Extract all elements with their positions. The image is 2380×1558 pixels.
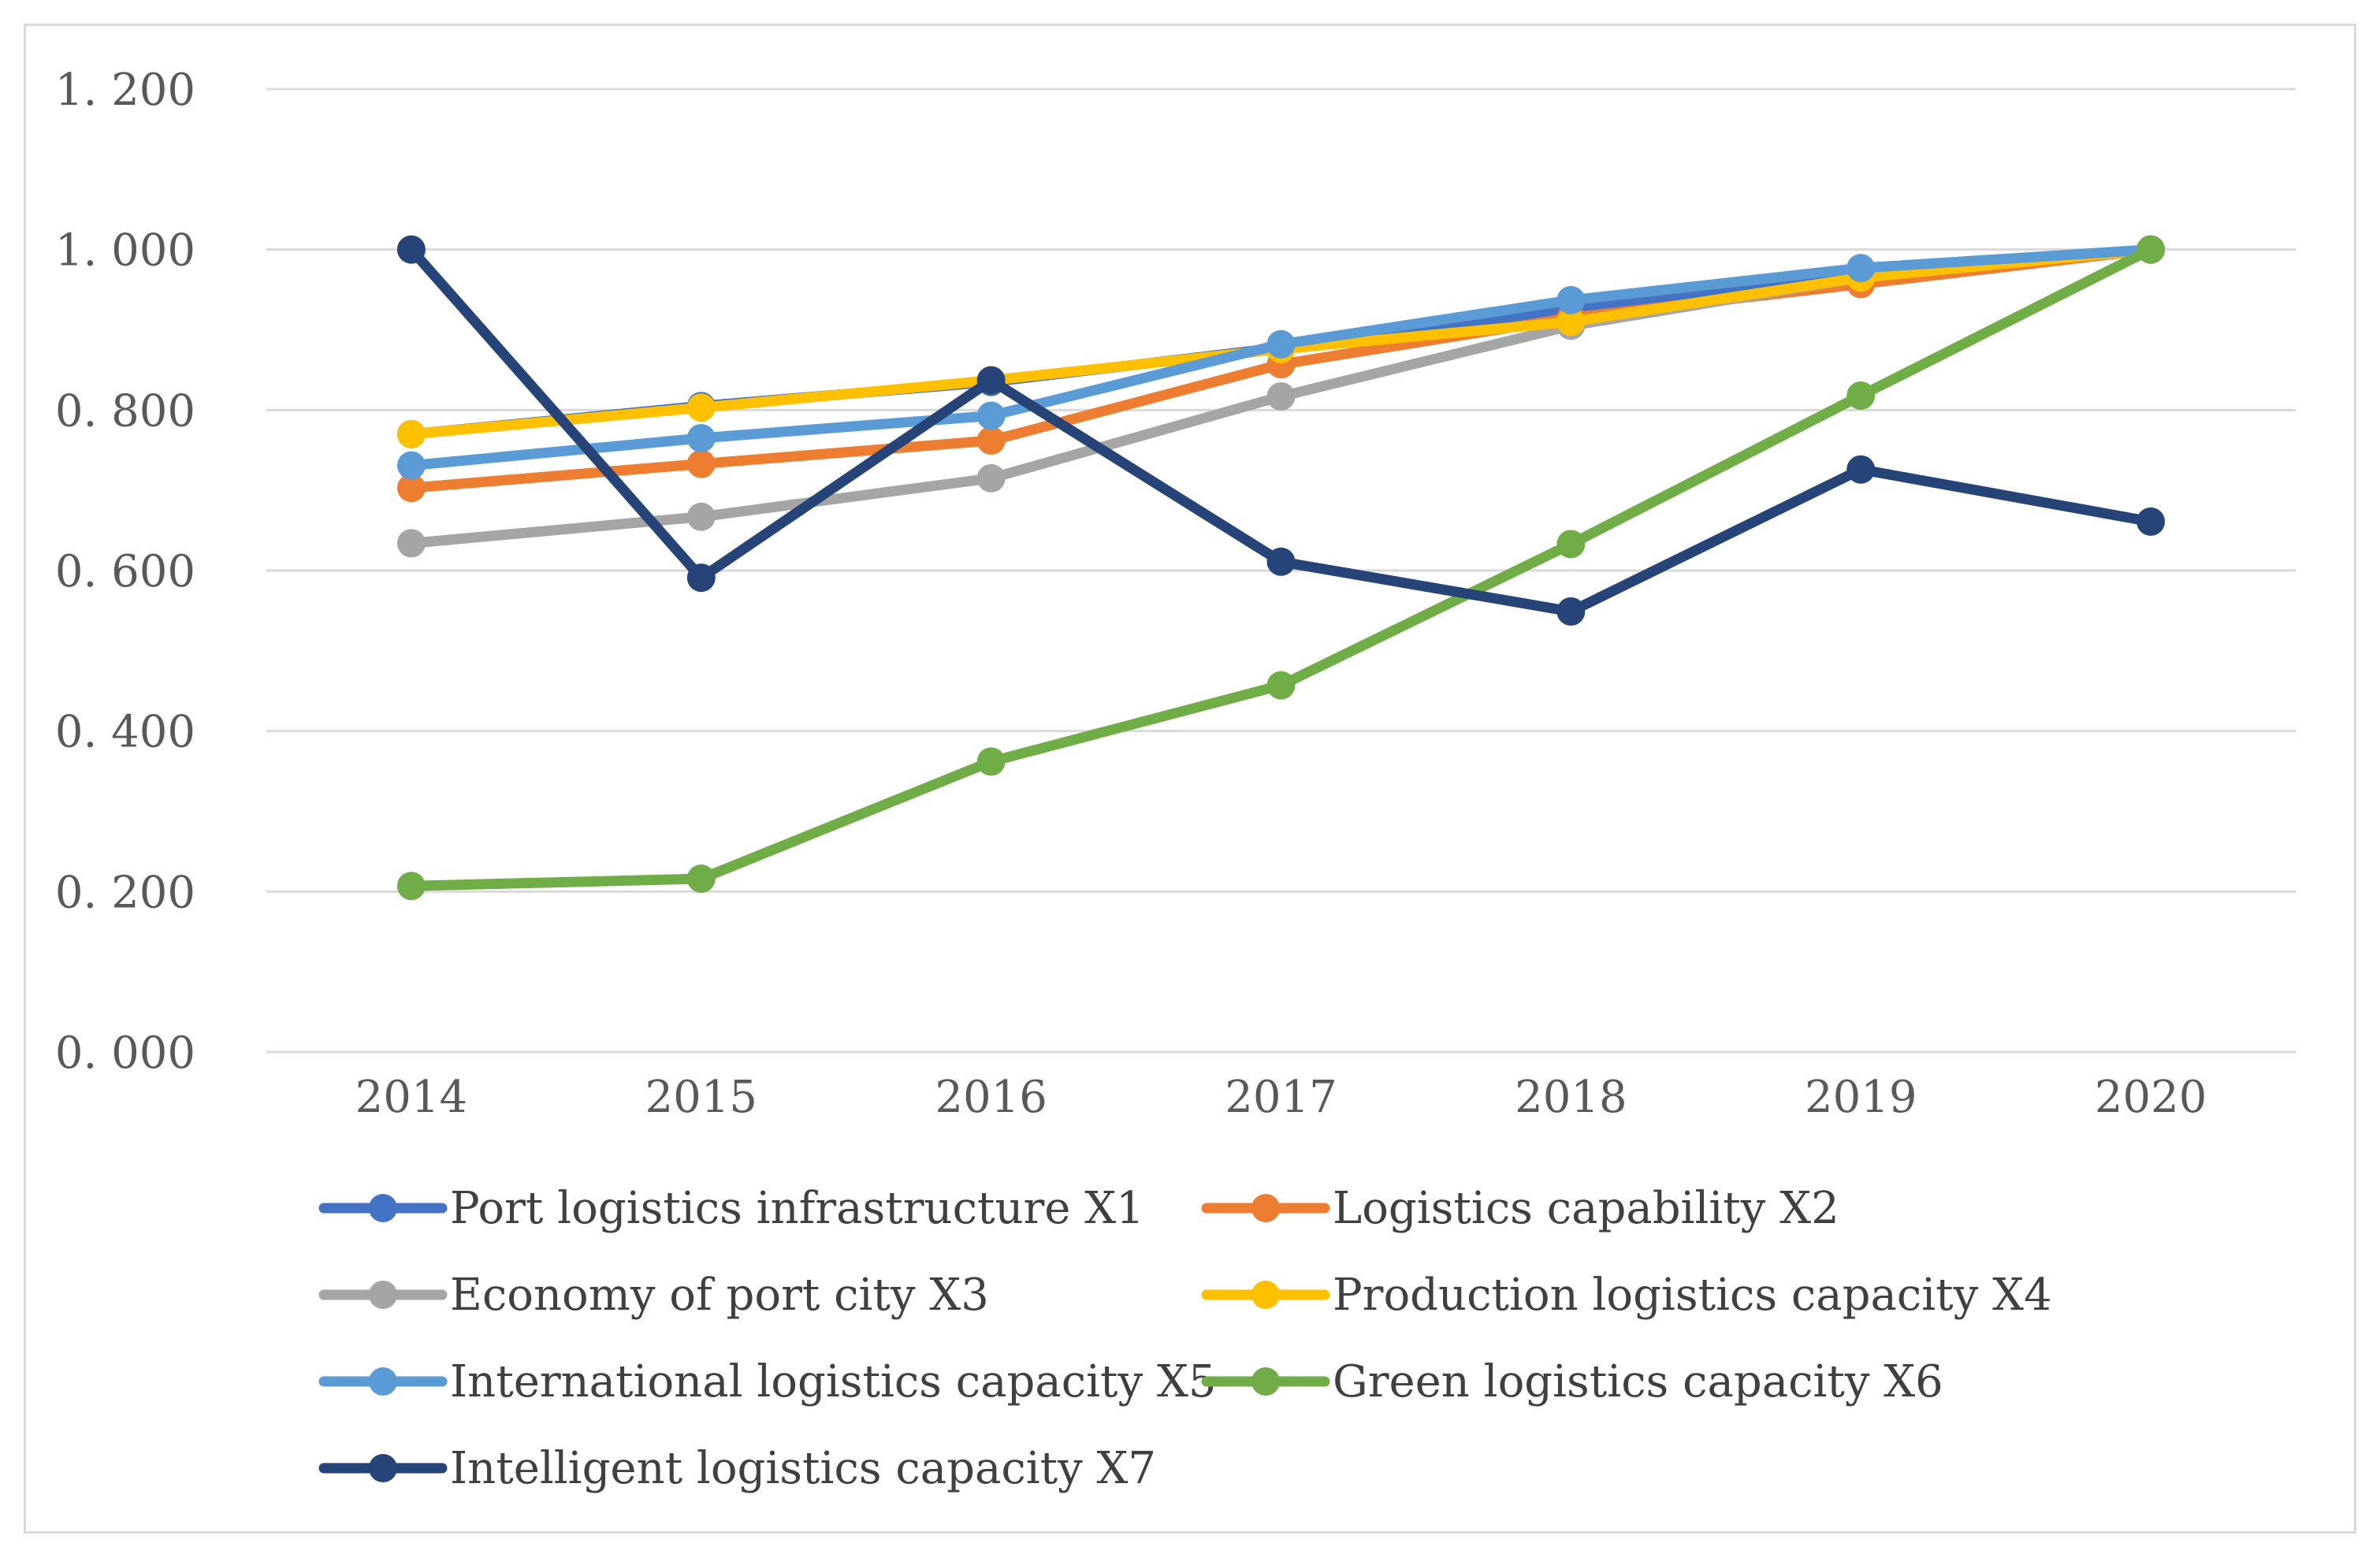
data-point	[1556, 307, 1586, 337]
data-point	[1846, 455, 1876, 484]
legend-label: Intelligent logistics capacity X7	[450, 1443, 1156, 1494]
x-axis-ticks: 2014 2015 2016 2017 2018 2019 2020	[355, 1072, 2207, 1123]
data-point	[686, 393, 716, 422]
data-point	[686, 563, 716, 593]
legend-item: Economy of port city X3	[318, 1270, 989, 1321]
data-point	[976, 747, 1006, 776]
data-point	[976, 463, 1006, 493]
legend-label: International logistics capacity X5	[450, 1356, 1216, 1407]
legend-label: Economy of port city X3	[450, 1270, 989, 1321]
legend-item: Green logistics capacity X6	[1201, 1356, 1943, 1407]
data-point	[396, 474, 426, 503]
x-tick-label: 2018	[1515, 1072, 1627, 1123]
series-lines	[396, 235, 2166, 901]
data-point	[1556, 597, 1586, 626]
legend-marker	[369, 1367, 397, 1396]
data-point	[1556, 530, 1586, 559]
data-point	[1266, 329, 1296, 359]
y-tick-label: 0. 200	[55, 867, 195, 918]
data-point	[1846, 254, 1876, 283]
line-chart: 0. 000 0. 200 0. 400 0. 600 0. 800 1. 000 1. 2…	[55, 65, 2296, 1494]
y-tick-label: 0. 400	[55, 707, 195, 758]
data-point	[976, 366, 1006, 395]
legend-item: Port logistics infrastructure X1	[318, 1183, 1144, 1234]
data-point	[396, 529, 426, 558]
data-point	[1266, 547, 1296, 576]
legend-item: International logistics capacity X5	[318, 1356, 1216, 1407]
data-point	[686, 865, 716, 894]
legend-marker	[369, 1454, 397, 1482]
data-point	[1266, 671, 1296, 700]
y-tick-label: 0. 600	[55, 546, 195, 597]
y-tick-label: 0. 800	[55, 385, 195, 437]
legend: Port logistics infrastructure X1 Logistic…	[318, 1183, 2052, 1494]
y-tick-label: 1. 200	[55, 65, 195, 116]
legend-item: Logistics capability X2	[1201, 1183, 1839, 1234]
data-point	[2136, 235, 2166, 264]
series-6	[396, 235, 2166, 901]
x-tick-label: 2015	[645, 1072, 758, 1123]
x-tick-label: 2019	[1805, 1072, 1917, 1123]
legend-label: Logistics capability X2	[1333, 1183, 1839, 1234]
y-axis-ticks: 0. 000 0. 200 0. 400 0. 600 0. 800 1. 000 1. 2…	[55, 65, 195, 1079]
legend-marker	[369, 1194, 397, 1222]
legend-marker	[1251, 1194, 1280, 1222]
legend-label: Port logistics infrastructure X1	[450, 1183, 1144, 1234]
x-tick-label: 2020	[2095, 1072, 2207, 1123]
x-tick-label: 2014	[355, 1072, 468, 1123]
data-point	[396, 235, 426, 264]
data-point	[1556, 285, 1586, 314]
y-tick-label: 1. 000	[55, 225, 195, 277]
data-point	[686, 423, 716, 452]
data-point	[396, 451, 426, 480]
legend-marker	[1251, 1281, 1280, 1309]
data-point	[976, 401, 1006, 430]
legend-marker	[1251, 1367, 1280, 1396]
legend-item: Production logistics capacity X4	[1201, 1270, 2052, 1321]
data-point	[2136, 507, 2166, 536]
data-point	[686, 502, 716, 531]
y-tick-label: 0. 000	[55, 1028, 195, 1079]
chart-frame: 0. 000 0. 200 0. 400 0. 600 0. 800 1. 000 1. 2…	[24, 24, 2356, 1534]
data-point	[396, 872, 426, 901]
legend-label: Green logistics capacity X6	[1333, 1356, 1943, 1407]
data-point	[686, 449, 716, 478]
data-point	[1266, 382, 1296, 411]
legend-marker	[369, 1281, 397, 1309]
legend-item: Intelligent logistics capacity X7	[318, 1443, 1156, 1494]
legend-label: Production logistics capacity X4	[1333, 1270, 2052, 1321]
data-point	[396, 419, 426, 448]
data-point	[976, 426, 1006, 456]
data-point	[1846, 381, 1876, 411]
x-tick-label: 2016	[935, 1072, 1047, 1123]
x-tick-label: 2017	[1225, 1072, 1337, 1123]
series-7	[396, 235, 2166, 626]
